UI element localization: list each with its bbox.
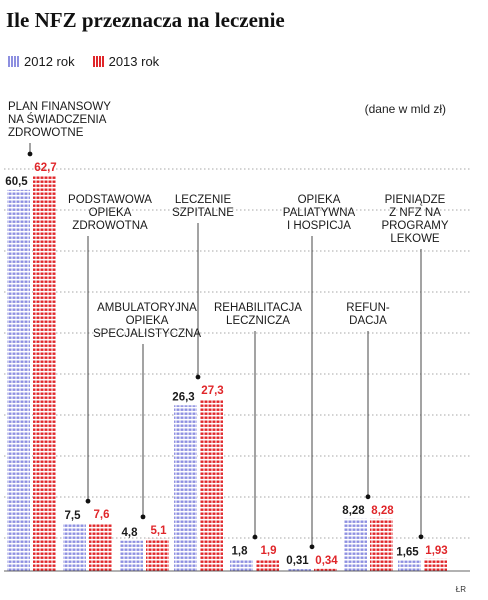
category-label-1-line-2: ZDROWOTNA bbox=[72, 220, 148, 232]
value-label-2012-2: 4,8 bbox=[122, 527, 139, 539]
value-label-2013-4: 1,9 bbox=[261, 545, 277, 557]
legend-label-2013: 2013 rok bbox=[108, 54, 160, 69]
credit: ŁR bbox=[455, 585, 466, 594]
leader-lines bbox=[27, 143, 424, 550]
value-label-2013-6: 8,28 bbox=[371, 505, 394, 517]
bar-2012-5 bbox=[288, 569, 311, 571]
chart-title: Ile NFZ przeznacza na leczenie bbox=[6, 8, 285, 32]
category-label-7-line-3: LEKOWE bbox=[390, 233, 440, 245]
category-label-2-line-1: OPIEKA bbox=[126, 315, 169, 327]
bar-2012-4 bbox=[230, 559, 253, 571]
value-label-2012-5: 0,31 bbox=[286, 555, 309, 567]
bar-2012-0 bbox=[7, 189, 30, 571]
value-label-2012-1: 7,5 bbox=[65, 510, 82, 522]
legend-swatch-2013 bbox=[92, 56, 104, 67]
legend-item-2013: 2013 rok bbox=[92, 54, 160, 69]
category-label-5-line-1: PALIATYWNA bbox=[283, 207, 356, 219]
category-label-3-line-1: SZPITALNE bbox=[172, 207, 234, 219]
leader-dot-4 bbox=[252, 534, 258, 540]
bar-2012-3 bbox=[174, 405, 197, 571]
category-label-4-line-0: REHABILITACJA bbox=[214, 302, 302, 314]
category-label-2-line-0: AMBULATORYJNA bbox=[97, 302, 197, 314]
category-label-5-line-2: I HOSPICJA bbox=[287, 220, 351, 232]
category-label-2-line-2: SPECJALISTYCZNA bbox=[93, 328, 201, 340]
legend-swatch-2012 bbox=[8, 56, 19, 67]
leader-dot-5 bbox=[309, 544, 315, 550]
leader-dot-2 bbox=[140, 514, 146, 520]
legend-item-2012: 2012 rok bbox=[8, 54, 75, 69]
category-label-7-line-2: PROGRAMY bbox=[381, 220, 448, 232]
gridlines bbox=[4, 168, 470, 539]
category-label-0-line-0: PLAN FINANSOWY bbox=[8, 101, 111, 113]
bar-2013-6 bbox=[370, 518, 393, 571]
value-label-2013-7: 1,93 bbox=[425, 545, 447, 557]
bar-2013-0 bbox=[33, 175, 56, 572]
value-label-2012-4: 1,8 bbox=[232, 546, 249, 558]
leader-dot-6 bbox=[365, 494, 371, 500]
value-label-2012-6: 8,28 bbox=[342, 505, 365, 517]
bar-2012-7 bbox=[398, 560, 421, 571]
bars bbox=[7, 175, 447, 572]
bar-2013-2 bbox=[146, 538, 169, 571]
category-label-4-line-1: LECZNICZA bbox=[226, 315, 290, 327]
value-label-2012-3: 26,3 bbox=[172, 391, 194, 403]
value-labels: 60,5 62,7 7,5 7,6 4,8 5,1 26,3 27,3 1,8 1,9 0,31 0,… bbox=[5, 162, 447, 567]
category-label-3-line-0: LECZENIE bbox=[175, 194, 232, 206]
value-label-2013-5: 0,34 bbox=[315, 555, 338, 567]
bar-2012-2 bbox=[120, 540, 143, 571]
value-label-2013-2: 5,1 bbox=[151, 525, 168, 537]
value-label-2013-3: 27,3 bbox=[201, 385, 223, 397]
unit-note: (dane w mld zł) bbox=[364, 102, 446, 116]
legend-label-2012: 2012 rok bbox=[24, 54, 75, 69]
bar-2013-5 bbox=[314, 568, 337, 571]
category-label-1-line-0: PODSTAWOWA bbox=[68, 194, 152, 206]
leader-dot-7 bbox=[418, 534, 424, 540]
value-label-2012-7: 1,65 bbox=[396, 547, 419, 559]
leader-dot-0 bbox=[27, 151, 33, 157]
category-label-6-line-0: REFUN- bbox=[346, 302, 390, 314]
bar-2012-1 bbox=[63, 523, 86, 571]
category-label-7-line-0: PIENIĄDZE bbox=[385, 194, 446, 206]
value-label-2012-0: 60,5 bbox=[5, 176, 28, 188]
leader-dot-3 bbox=[195, 374, 201, 380]
category-label-0-line-1: NA ŚWIADCZENIA bbox=[8, 113, 107, 126]
bar-2013-7 bbox=[424, 558, 447, 571]
bar-2013-4 bbox=[256, 559, 279, 571]
category-label-6-line-1: DACJA bbox=[349, 315, 387, 327]
bar-2013-3 bbox=[200, 399, 223, 571]
category-label-7-line-1: Z NFZ NA bbox=[389, 207, 441, 219]
bar-2013-1 bbox=[89, 523, 112, 571]
category-label-5-line-0: OPIEKA bbox=[298, 194, 341, 206]
legend: 2012 rok 2013 rok bbox=[8, 54, 177, 69]
value-label-2013-0: 62,7 bbox=[34, 162, 56, 174]
leader-dot-1 bbox=[85, 498, 91, 504]
value-label-2013-1: 7,6 bbox=[94, 509, 110, 521]
category-label-0-line-2: ZDROWOTNE bbox=[8, 127, 84, 139]
category-label-1-line-1: OPIEKA bbox=[89, 207, 132, 219]
bar-2012-6 bbox=[344, 518, 367, 571]
